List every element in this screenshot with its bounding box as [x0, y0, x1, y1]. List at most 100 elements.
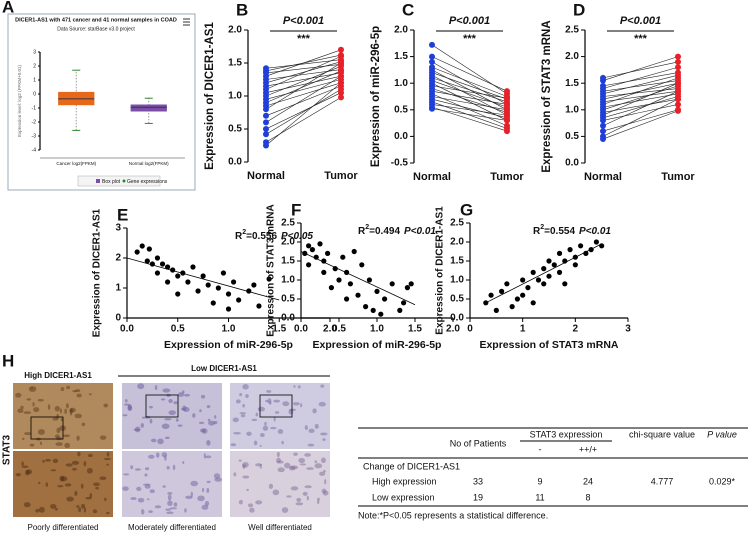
pair-line — [431, 56, 508, 92]
cell-texture — [251, 418, 258, 422]
cell-texture — [26, 398, 32, 401]
data-point — [325, 250, 331, 256]
cell-texture — [134, 426, 141, 433]
pair-line — [431, 96, 508, 111]
cell-texture — [65, 463, 73, 467]
x-tick-label: Tumor — [324, 170, 358, 182]
panel-label: E — [117, 205, 128, 224]
pair-line — [265, 59, 342, 69]
data-point — [499, 288, 505, 294]
cell-texture — [57, 484, 64, 488]
table-cell: 8 — [585, 492, 590, 502]
data-point — [370, 307, 376, 313]
pair-line — [602, 98, 679, 137]
x-axis-label: Expression of STAT3 mRNA — [479, 339, 618, 351]
data-point — [675, 101, 681, 108]
histology-image — [230, 383, 330, 449]
table-cell: 0.029* — [709, 476, 736, 486]
pair-line — [431, 90, 508, 105]
y-tick-label: 0.0 — [281, 313, 295, 324]
pair-line — [602, 110, 679, 140]
x-tick-label: 0.0 — [120, 324, 134, 335]
data-point — [309, 247, 315, 253]
data-point — [546, 258, 552, 264]
data-point — [165, 279, 171, 285]
data-point — [225, 306, 232, 312]
histology-image — [122, 383, 222, 449]
cell-texture — [32, 402, 35, 407]
cell-texture — [246, 488, 249, 492]
cell-texture — [20, 405, 24, 409]
cell-texture — [76, 505, 80, 508]
data-point — [525, 285, 531, 291]
data-point — [567, 247, 573, 253]
cell-texture — [281, 440, 284, 445]
y-tick-label: 0.0 — [394, 131, 408, 142]
x-tick-label: 0.5 — [171, 324, 185, 335]
data-point — [520, 292, 526, 298]
cell-texture — [23, 411, 32, 415]
cell-texture — [321, 457, 326, 464]
legend-label: Box plot — [102, 179, 121, 185]
cell-texture — [45, 482, 49, 487]
pair-line — [265, 97, 342, 143]
cell-texture — [242, 403, 245, 408]
row-label: STAT3 — [2, 434, 13, 465]
group-label: Low DICER1-AS1 — [191, 364, 257, 373]
cell-texture — [37, 398, 45, 402]
cell-texture — [308, 428, 315, 434]
data-point — [504, 112, 510, 119]
pair-line — [431, 44, 508, 95]
cell-texture — [127, 404, 132, 411]
data-point — [504, 117, 510, 124]
x-tick-label: 2.0 — [446, 324, 460, 335]
cell-texture — [81, 422, 86, 427]
y-tick-label: 1.0 — [281, 275, 295, 286]
cell-texture — [42, 460, 45, 463]
zoom-box — [259, 394, 293, 418]
cell-texture — [298, 457, 305, 464]
data-point — [263, 112, 269, 119]
y-axis-label: Expression of miR-296-5p — [370, 26, 382, 167]
pair-line — [431, 61, 508, 105]
cell-texture — [148, 510, 153, 513]
data-point — [401, 300, 407, 306]
cell-texture — [23, 502, 31, 508]
data-point — [675, 107, 681, 114]
cell-texture — [299, 463, 307, 466]
cell-texture — [208, 420, 215, 426]
cell-texture — [233, 432, 242, 435]
cell-texture — [167, 500, 173, 507]
table-header: STAT3 expression — [530, 429, 603, 439]
y-tick-label: 0 — [33, 91, 36, 97]
zoom-box — [30, 416, 64, 440]
y-tick-label: 0.0 — [450, 313, 464, 324]
cell-texture — [92, 509, 98, 514]
chart-title: DICER1-AS1 with 471 cancer and 41 normal… — [15, 17, 177, 23]
cell-texture — [312, 408, 317, 414]
pair-line — [602, 66, 679, 89]
y-axis-label: Expression of DICER1-AS1 — [435, 206, 446, 335]
data-point — [321, 269, 327, 275]
cell-texture — [184, 508, 187, 513]
annotation: P<0.001 — [449, 15, 490, 27]
pair-line — [602, 61, 679, 79]
cell-texture — [140, 508, 145, 515]
cell-texture — [304, 425, 308, 431]
cell-texture — [55, 442, 63, 446]
cell-texture — [314, 423, 319, 429]
cell-texture — [205, 455, 212, 459]
cell-texture — [69, 409, 73, 416]
cell-texture — [104, 497, 107, 502]
pair-line — [431, 88, 508, 113]
y-tick-label: 2.0 — [228, 25, 242, 36]
cell-texture — [83, 460, 87, 467]
annotation-part: P<0.01 — [579, 226, 611, 237]
data-point — [363, 304, 369, 310]
chart-subtitle: Data Source: starBase v3.0 project — [57, 26, 135, 32]
cell-texture — [141, 416, 146, 419]
x-tick-label: Cancer log2(FPKM) — [56, 161, 96, 166]
cell-texture — [52, 458, 59, 464]
data-point — [340, 254, 346, 260]
y-axis-label: Expression of DICER1-AS1 — [204, 22, 216, 170]
